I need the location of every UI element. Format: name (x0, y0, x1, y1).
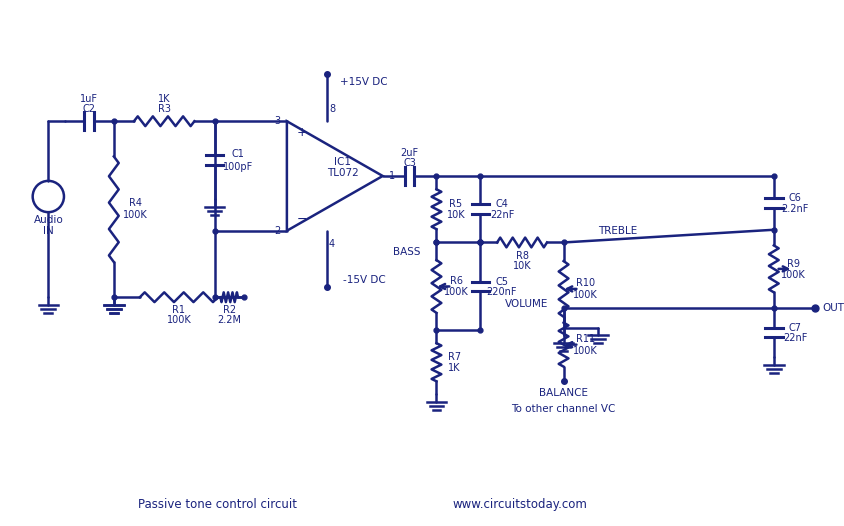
Text: -15V DC: -15V DC (343, 275, 385, 285)
Text: 100K: 100K (443, 287, 468, 297)
Text: C2: C2 (83, 104, 95, 114)
Text: C6: C6 (788, 193, 801, 203)
Text: BASS: BASS (393, 247, 420, 257)
Text: R9: R9 (786, 259, 799, 269)
Text: 2.2M: 2.2M (217, 315, 241, 325)
Text: 1K: 1K (158, 94, 170, 104)
Text: 2uF: 2uF (400, 148, 418, 158)
Text: TL072: TL072 (327, 168, 358, 178)
Text: 8: 8 (328, 105, 335, 115)
Text: +15V DC: +15V DC (340, 77, 387, 87)
Text: To other channel VC: To other channel VC (511, 403, 615, 413)
Text: R5: R5 (449, 199, 462, 209)
Text: 4: 4 (328, 239, 335, 249)
Text: C3: C3 (403, 158, 415, 168)
Text: +: + (296, 126, 306, 139)
Text: 100K: 100K (123, 210, 148, 220)
Text: 2: 2 (273, 226, 280, 236)
Text: 1: 1 (389, 171, 395, 181)
Text: 1uF: 1uF (80, 94, 98, 104)
Text: C1: C1 (231, 149, 244, 159)
Text: OUT: OUT (822, 303, 844, 313)
Text: IN: IN (43, 226, 54, 236)
Text: C5: C5 (495, 277, 508, 287)
Text: VOLUME: VOLUME (504, 299, 548, 309)
Text: 100K: 100K (780, 270, 805, 280)
Text: www.circuitstoday.com: www.circuitstoday.com (452, 498, 587, 511)
Text: 22nF: 22nF (490, 210, 513, 220)
Text: R6: R6 (449, 276, 462, 286)
Text: 2.2nF: 2.2nF (781, 204, 808, 214)
Text: IC1: IC1 (333, 157, 351, 167)
Text: −: − (296, 213, 306, 226)
Text: Audio: Audio (34, 215, 63, 225)
Text: R8: R8 (515, 251, 528, 261)
Text: C7: C7 (788, 322, 801, 332)
Text: R10: R10 (575, 278, 594, 288)
Text: 100K: 100K (572, 290, 597, 300)
Text: 10K: 10K (446, 210, 465, 220)
Text: 100pF: 100pF (223, 162, 253, 172)
Text: 3: 3 (273, 116, 280, 126)
Text: 100K: 100K (166, 315, 191, 325)
Text: R1: R1 (172, 305, 185, 315)
Text: TREBLE: TREBLE (597, 226, 636, 236)
Text: 1K: 1K (447, 363, 460, 373)
Text: C4: C4 (495, 199, 508, 209)
Text: 220nF: 220nF (486, 287, 517, 297)
Text: R3: R3 (158, 104, 170, 114)
Text: R11: R11 (575, 334, 594, 344)
Text: R4: R4 (128, 198, 142, 208)
Text: 100K: 100K (572, 346, 597, 356)
Text: 22nF: 22nF (782, 333, 807, 343)
Text: Passive tone control circuit: Passive tone control circuit (138, 498, 297, 511)
Text: 10K: 10K (512, 261, 531, 271)
Text: R2: R2 (222, 305, 235, 315)
Text: BALANCE: BALANCE (538, 388, 587, 398)
Text: R7: R7 (447, 352, 460, 362)
